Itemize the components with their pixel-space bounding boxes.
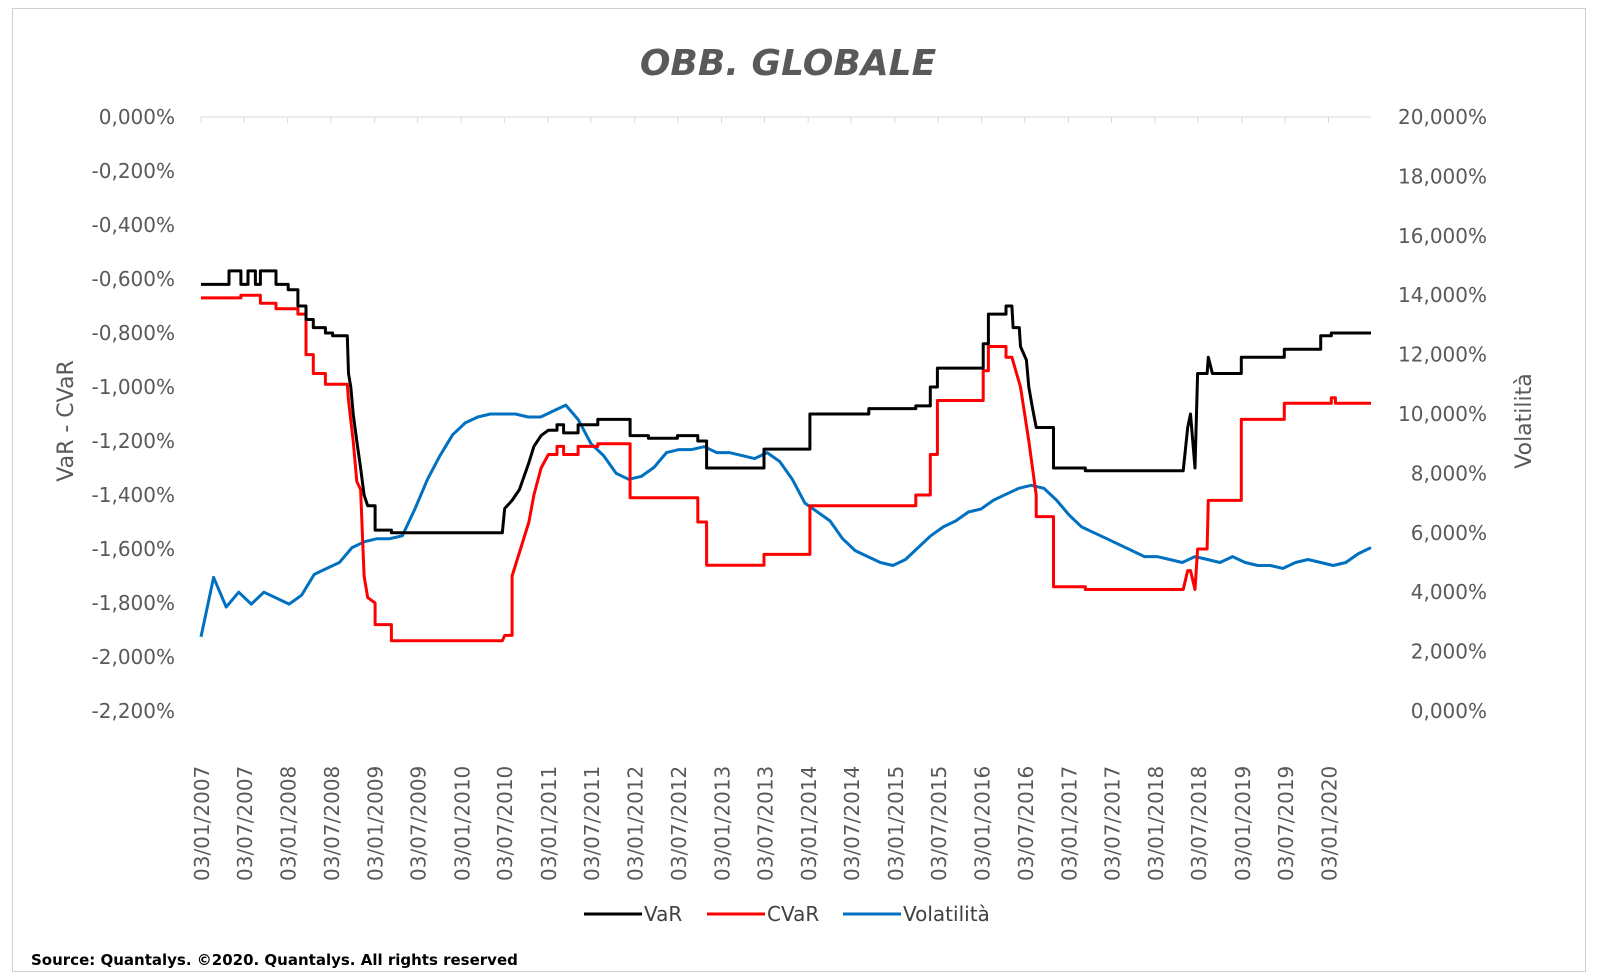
y-right-tick-label: 0,000% — [1411, 699, 1487, 723]
x-tick-label: 03/07/2007 — [233, 766, 257, 881]
source-note: Source: Quantalys. ©2020. Quantalys. All… — [31, 951, 518, 969]
x-tick-label: 03/01/2012 — [624, 766, 648, 881]
x-tick-label: 03/01/2014 — [797, 766, 821, 881]
axes-layer — [200, 116, 1371, 123]
chart-title: OBB. GLOBALE — [640, 43, 937, 84]
x-tick-label: 03/07/2008 — [320, 766, 344, 881]
y-right-tick-label: 4,000% — [1411, 580, 1487, 604]
x-tick-label: 03/07/2011 — [580, 766, 604, 881]
x-tick-labels: 03/01/2007 03/07/2007 03/01/2008 03/07/2008… — [190, 766, 1341, 881]
right-tick-labels: 20,000% 18,000% 16,000% 14,000% 12,000% 10,00… — [1398, 105, 1487, 723]
x-tick-label: 03/01/2020 — [1317, 766, 1341, 881]
x-tick-label: 03/07/2013 — [754, 766, 778, 881]
y-right-tick-label: 6,000% — [1411, 521, 1487, 545]
series-line-volatilita — [199, 403, 1372, 638]
x-tick-label: 03/07/2015 — [927, 766, 951, 881]
x-tick-label: 03/07/2009 — [407, 766, 431, 881]
y-left-tick-label: -1,200% — [92, 429, 175, 453]
legend-label: Volatilità — [903, 902, 990, 926]
y-left-tick-label: -1,600% — [92, 537, 175, 561]
series-line-cvar — [201, 293, 1371, 643]
y-right-tick-label: 14,000% — [1398, 283, 1487, 307]
y-left-tick-label: -0,200% — [92, 159, 175, 183]
chart-frame: OBB. GLOBALE 0,000% -0,200% -0,400% -0,600%… — [12, 8, 1586, 972]
y-left-tick-label: -1,400% — [92, 483, 175, 507]
y-left-tick-label: -0,400% — [92, 213, 175, 237]
y-left-tick-label: -2,200% — [92, 699, 175, 723]
x-tick-label: 03/07/2012 — [667, 766, 691, 881]
chart-svg: OBB. GLOBALE 0,000% -0,200% -0,400% -0,600%… — [54, 43, 1537, 926]
y-left-tick-label: -0,800% — [92, 321, 175, 345]
y-left-tick-label: -1,800% — [92, 591, 175, 615]
series-line-var — [201, 269, 1371, 535]
y-right-tick-label: 20,000% — [1398, 105, 1487, 129]
x-tick-label: 03/07/2019 — [1274, 766, 1298, 881]
left-tick-labels: 0,000% -0,200% -0,400% -0,600% -0,800% -1,000… — [92, 105, 175, 723]
legend-label: VaR — [644, 902, 682, 926]
legend-label: CVaR — [767, 902, 819, 926]
x-tick-label: 03/01/2010 — [450, 766, 474, 881]
y-left-tick-label: 0,000% — [99, 105, 175, 129]
series-layer — [199, 269, 1372, 643]
x-tick-label: 03/07/2010 — [493, 766, 517, 881]
x-tick-label: 03/07/2018 — [1187, 766, 1211, 881]
y-right-tick-label: 18,000% — [1398, 164, 1487, 188]
x-tick-label: 03/01/2007 — [190, 766, 214, 881]
y-right-tick-label: 12,000% — [1398, 343, 1487, 367]
x-tick-label: 03/07/2014 — [840, 766, 864, 881]
x-tick-label: 03/01/2011 — [537, 766, 561, 881]
y-right-tick-label: 8,000% — [1411, 461, 1487, 485]
y-right-tick-label: 2,000% — [1411, 640, 1487, 664]
x-tick-label: 03/01/2017 — [1057, 766, 1081, 881]
x-tick-label: 03/07/2016 — [1014, 766, 1038, 881]
y-axis-right-label: Volatilità — [1512, 373, 1537, 468]
x-tick-label: 03/01/2008 — [277, 766, 301, 881]
x-tick-label: 03/01/2018 — [1144, 766, 1168, 881]
x-tick-label: 03/01/2015 — [884, 766, 908, 881]
x-tick-label: 03/01/2013 — [711, 766, 735, 881]
y-right-tick-label: 10,000% — [1398, 402, 1487, 426]
y-left-tick-label: -0,600% — [92, 267, 175, 291]
legend: VaR CVaR Volatilità — [584, 902, 990, 926]
x-tick-label: 03/01/2016 — [971, 766, 995, 881]
x-tick-label: 03/01/2019 — [1231, 766, 1255, 881]
x-tick-label: 03/07/2017 — [1100, 766, 1124, 881]
y-right-tick-label: 16,000% — [1398, 224, 1487, 248]
y-left-tick-label: -2,000% — [92, 645, 175, 669]
x-tick-label: 03/01/2009 — [364, 766, 388, 881]
y-axis-left-label: VaR - CVaR — [54, 360, 79, 482]
y-left-tick-label: -1,000% — [92, 375, 175, 399]
